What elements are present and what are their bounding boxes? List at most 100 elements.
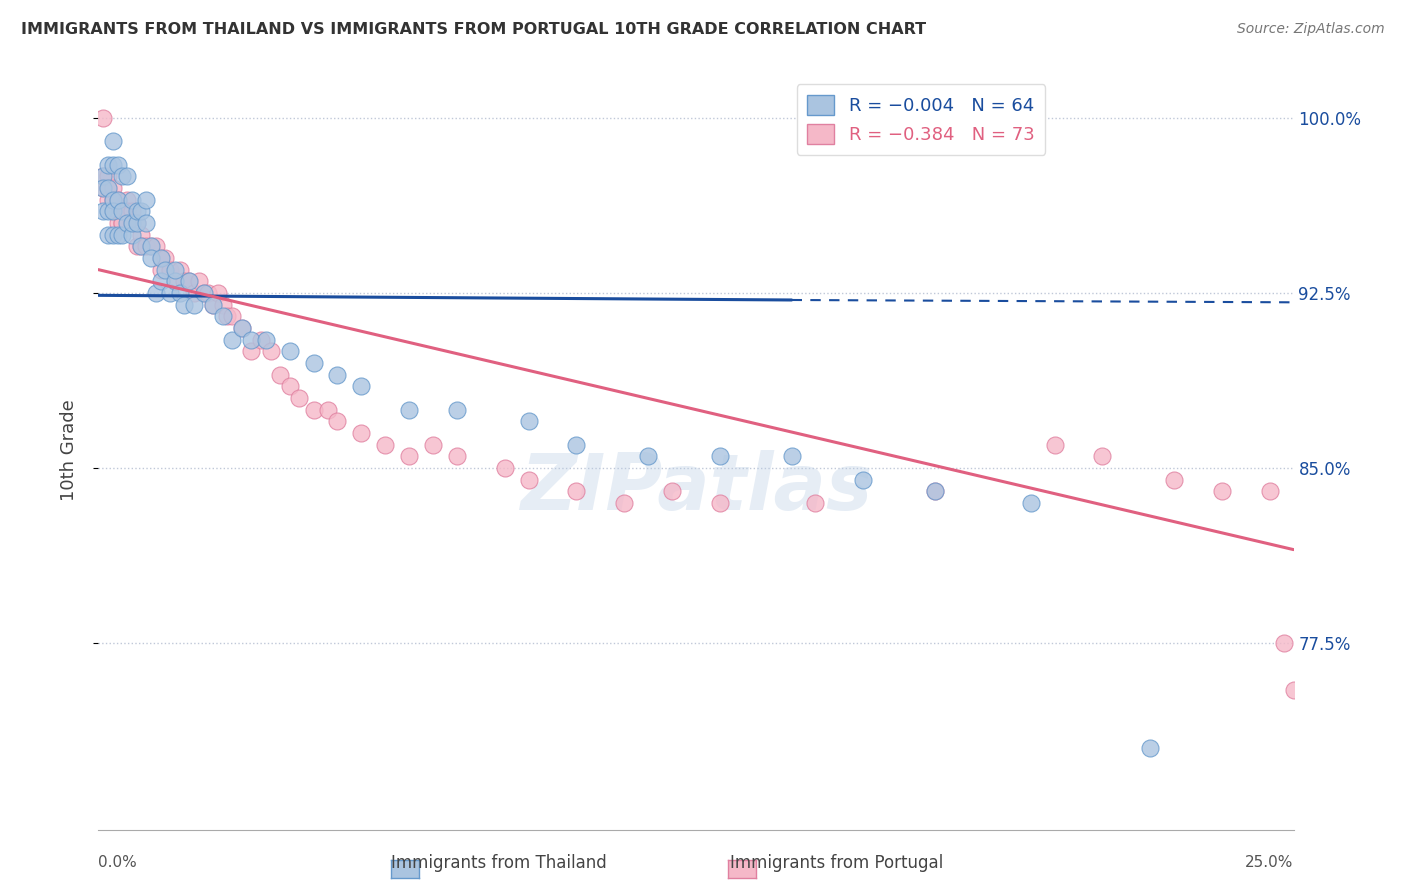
Point (91, 181, 114, 195)
Point (173, 298, 195, 312)
Point (924, 484, 946, 499)
Text: IMMIGRANTS FROM THAILAND VS IMMIGRANTS FROM PORTUGAL 10TH GRADE CORRELATION CHAR: IMMIGRANTS FROM THAILAND VS IMMIGRANTS F… (21, 22, 927, 37)
Point (278, 344, 301, 359)
Point (91, 111, 114, 125)
Point (269, 368, 291, 382)
Point (101, 181, 124, 195)
Text: Immigrants from Thailand: Immigrants from Thailand (391, 855, 607, 872)
Point (852, 473, 875, 487)
Point (111, 204, 134, 219)
Point (517, 414, 540, 428)
Point (125, 216, 148, 230)
Point (231, 321, 253, 335)
Point (398, 450, 420, 464)
Point (374, 437, 396, 451)
Point (240, 344, 263, 359)
Point (202, 298, 225, 312)
Point (1091, 450, 1114, 464)
Point (302, 356, 325, 370)
Point (97, 169, 120, 184)
Point (135, 239, 157, 253)
Point (193, 285, 215, 300)
Point (254, 333, 277, 347)
Point (179, 274, 201, 288)
Point (193, 285, 215, 300)
Text: 0.0%: 0.0% (98, 855, 138, 870)
Point (101, 193, 124, 207)
Point (398, 402, 420, 417)
Point (709, 496, 731, 510)
Point (91, 181, 114, 195)
Point (135, 193, 157, 207)
Text: Source: ZipAtlas.com: Source: ZipAtlas.com (1237, 22, 1385, 37)
Point (446, 450, 468, 464)
Point (131, 239, 153, 253)
Text: Immigrants from Portugal: Immigrants from Portugal (730, 855, 943, 872)
Point (139, 239, 162, 253)
Point (115, 216, 138, 230)
Point (422, 437, 444, 451)
Point (125, 204, 148, 219)
Point (446, 402, 468, 417)
Point (661, 484, 683, 499)
Point (121, 216, 143, 230)
Point (121, 193, 143, 207)
Point (149, 274, 172, 288)
Point (517, 473, 540, 487)
Point (217, 310, 239, 324)
Point (107, 158, 129, 172)
Point (131, 204, 153, 219)
Point (97, 204, 120, 219)
Point (125, 216, 148, 230)
Point (197, 285, 219, 300)
Point (115, 169, 138, 184)
Point (169, 262, 191, 277)
Point (149, 251, 172, 265)
Point (101, 227, 124, 242)
Point (1043, 437, 1066, 451)
Point (91, 204, 114, 219)
Point (97, 158, 120, 172)
Point (149, 262, 172, 277)
Point (179, 274, 201, 288)
Point (221, 333, 243, 347)
Point (97, 181, 120, 195)
Point (240, 333, 263, 347)
Point (149, 251, 172, 265)
Point (1211, 484, 1233, 499)
Point (91, 169, 114, 184)
Point (163, 274, 186, 288)
Point (115, 204, 138, 219)
Point (302, 402, 325, 417)
Text: 25.0%: 25.0% (1246, 855, 1294, 870)
Point (107, 204, 129, 219)
Point (207, 285, 229, 300)
Point (288, 391, 311, 405)
Point (613, 496, 636, 510)
Point (163, 262, 186, 277)
Point (494, 461, 516, 475)
Point (121, 216, 143, 230)
Point (316, 402, 339, 417)
Point (115, 193, 138, 207)
Point (145, 239, 167, 253)
Point (107, 227, 129, 242)
Point (350, 379, 373, 393)
Point (202, 298, 225, 312)
Text: ZIPatlas: ZIPatlas (520, 450, 872, 526)
Point (111, 204, 134, 219)
Point (250, 333, 273, 347)
Point (565, 484, 588, 499)
Point (111, 227, 134, 242)
Point (1282, 682, 1305, 697)
Point (121, 227, 143, 242)
Point (101, 204, 124, 219)
Point (709, 450, 731, 464)
Point (565, 437, 588, 451)
Point (139, 239, 162, 253)
Point (1139, 740, 1161, 755)
Point (231, 321, 253, 335)
Point (101, 158, 124, 172)
Point (97, 227, 120, 242)
Point (107, 193, 129, 207)
